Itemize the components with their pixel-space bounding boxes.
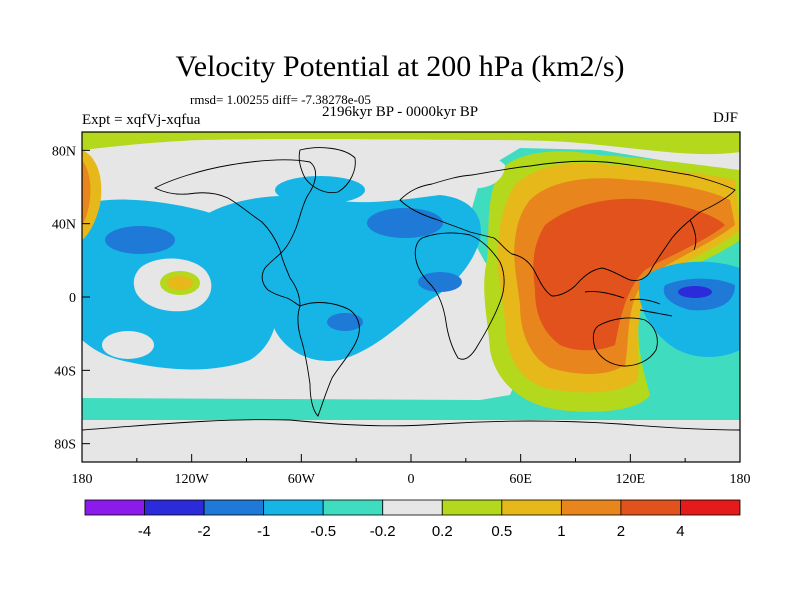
colorbar-box-3 (263, 499, 324, 516)
coast-indonesia (584, 291, 673, 317)
colorbar-label-9: 4 (676, 523, 684, 540)
field-neg-1-pac (105, 226, 175, 254)
field-zero-band-south (82, 420, 740, 462)
x-tick-label-6: 180 (730, 472, 751, 487)
stats-line: rmsd= 1.00255 diff= -7.38278e-05 (190, 92, 371, 107)
coast-africa (414, 232, 505, 360)
coast-australia (592, 317, 658, 367)
colorbar-label-1: -2 (197, 523, 210, 540)
colorbar-box-4 (322, 499, 384, 516)
colorbar-label-2: -1 (257, 523, 270, 540)
colorbar-label-6: 0.5 (491, 523, 512, 540)
colorbar-label-4: -0.2 (370, 523, 396, 540)
field-pos-02-north (82, 132, 740, 155)
coast-japan (689, 219, 697, 251)
field-neg-1-sam (327, 313, 363, 331)
colorbar-box-10 (680, 499, 741, 516)
field-neg-1-natl (367, 208, 443, 238)
experiment-label: Expt = xqfVj-xqfua (82, 112, 201, 128)
colorbar-label-8: 2 (617, 523, 625, 540)
x-tick-label-0: 180 (72, 472, 93, 487)
colorbar-label-0: -4 (138, 523, 151, 540)
y-tick-label-0: 80N (52, 144, 76, 159)
x-tick-label-5: 120E (616, 472, 646, 487)
chart-title: Velocity Potential at 200 hPa (km2/s) (175, 50, 625, 83)
colorbar-box-7 (501, 499, 562, 516)
colorbar-box-9 (620, 499, 681, 516)
field-pos-05-pac (167, 276, 193, 290)
colorbar-label-5: 0.2 (432, 523, 453, 540)
field-pos-1-nw (82, 160, 91, 225)
colorbar-box-2 (203, 499, 265, 516)
map-field (82, 132, 740, 462)
field-neg-1-trop (418, 272, 462, 292)
coast-antarctica (82, 419, 740, 431)
axis-ticks (81, 149, 741, 462)
y-tick-label-1: 40N (52, 218, 76, 233)
colorbar-label-7: 1 (557, 523, 565, 540)
colorbar-box-1 (144, 499, 205, 516)
colorbar-box-0 (84, 499, 145, 516)
field-zero-sepac (102, 331, 154, 359)
coast-north-america (154, 159, 317, 307)
colorbar: -4 -2 -1 -0.5 -0.2 0.2 0.5 1 2 4 (84, 499, 741, 540)
colorbar-label-3: -0.5 (310, 523, 336, 540)
x-tick-label-1: 120W (175, 472, 210, 487)
x-tick-label-3: 0 (408, 472, 415, 487)
axis-labels: 180 120W 60W 0 60E 120E 180 80N 40N 0 40S 80S (52, 144, 751, 487)
y-tick-label-3: 40S (54, 364, 76, 379)
period-label: 2196kyr BP - 0000kyr BP (322, 104, 479, 120)
field-pos-2 (533, 198, 725, 351)
colorbar-box-6 (441, 499, 503, 516)
field-neg-2-wpac (678, 286, 712, 298)
season-label: DJF (712, 110, 738, 126)
colorbar-box-5 (382, 499, 443, 516)
coast-greenland (298, 147, 356, 194)
y-tick-label-2: 0 (69, 291, 76, 306)
coast-eurasia (399, 160, 736, 297)
coast-south-america (297, 302, 360, 417)
x-tick-label-4: 60E (509, 472, 532, 487)
coastlines (82, 147, 740, 431)
colorbar-box-8 (560, 499, 622, 516)
y-tick-label-4: 80S (54, 438, 76, 453)
x-tick-label-2: 60W (288, 472, 316, 487)
